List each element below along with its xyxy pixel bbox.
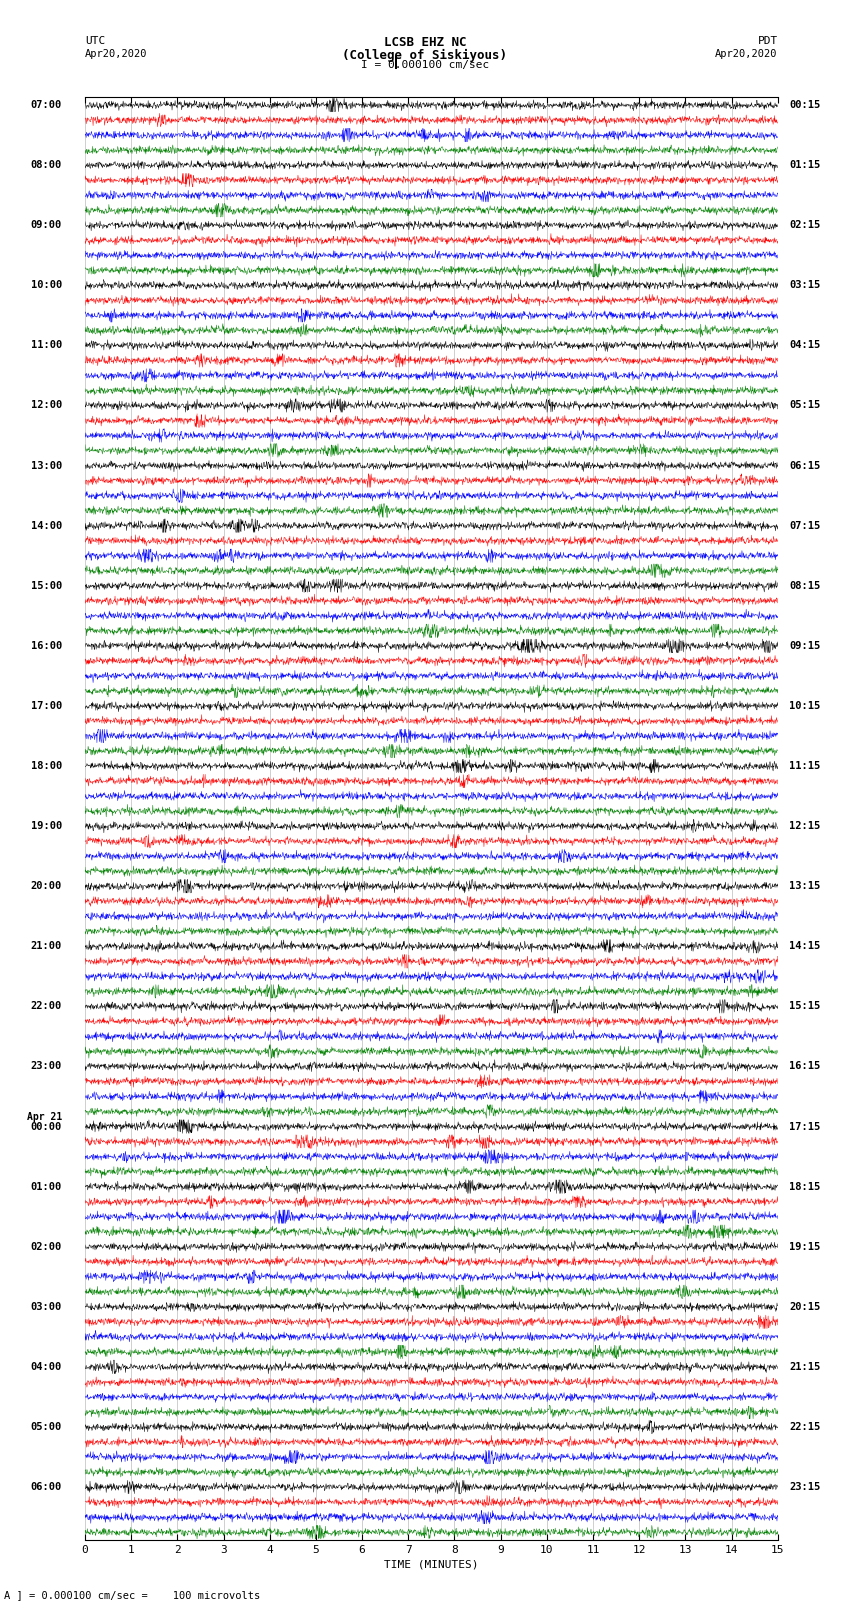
Text: 12:00: 12:00 [31,400,62,410]
Text: 20:15: 20:15 [790,1302,820,1311]
Text: 15:00: 15:00 [31,581,62,590]
Text: Apr20,2020: Apr20,2020 [715,50,778,60]
Text: 01:00: 01:00 [31,1182,62,1192]
Text: A ] = 0.000100 cm/sec =    100 microvolts: A ] = 0.000100 cm/sec = 100 microvolts [4,1590,260,1600]
Text: 14:00: 14:00 [31,521,62,531]
Text: 04:00: 04:00 [31,1361,62,1373]
Text: 07:00: 07:00 [31,100,62,110]
Text: 22:15: 22:15 [790,1423,820,1432]
Text: 16:00: 16:00 [31,640,62,650]
Text: 18:00: 18:00 [31,761,62,771]
Text: Apr20,2020: Apr20,2020 [85,50,148,60]
Text: (College of Siskiyous): (College of Siskiyous) [343,50,507,63]
Text: 13:00: 13:00 [31,461,62,471]
Text: 19:15: 19:15 [790,1242,820,1252]
Text: 23:00: 23:00 [31,1061,62,1071]
Text: 09:15: 09:15 [790,640,820,650]
Text: 15:15: 15:15 [790,1002,820,1011]
Text: UTC: UTC [85,37,105,47]
Text: 13:15: 13:15 [790,881,820,892]
Text: 04:15: 04:15 [790,340,820,350]
Text: 05:00: 05:00 [31,1423,62,1432]
Text: PDT: PDT [757,37,778,47]
Text: 03:00: 03:00 [31,1302,62,1311]
Text: 07:15: 07:15 [790,521,820,531]
Text: I = 0.000100 cm/sec: I = 0.000100 cm/sec [361,60,489,71]
Text: 17:15: 17:15 [790,1121,820,1132]
Text: 16:15: 16:15 [790,1061,820,1071]
Text: 19:00: 19:00 [31,821,62,831]
Text: 08:00: 08:00 [31,160,62,169]
Text: Apr 21: Apr 21 [26,1111,62,1121]
Text: 12:15: 12:15 [790,821,820,831]
Text: 11:15: 11:15 [790,761,820,771]
Text: 02:15: 02:15 [790,221,820,231]
X-axis label: TIME (MINUTES): TIME (MINUTES) [384,1560,479,1569]
Text: 02:00: 02:00 [31,1242,62,1252]
Text: 18:15: 18:15 [790,1182,820,1192]
Text: LCSB EHZ NC: LCSB EHZ NC [383,37,467,50]
Text: 10:00: 10:00 [31,281,62,290]
Text: 10:15: 10:15 [790,702,820,711]
Text: 17:00: 17:00 [31,702,62,711]
Text: 05:15: 05:15 [790,400,820,410]
Text: 00:15: 00:15 [790,100,820,110]
Text: 03:15: 03:15 [790,281,820,290]
Text: 22:00: 22:00 [31,1002,62,1011]
Text: 21:15: 21:15 [790,1361,820,1373]
Text: 00:00: 00:00 [31,1121,62,1132]
Text: 06:00: 06:00 [31,1482,62,1492]
Text: 20:00: 20:00 [31,881,62,892]
Text: 06:15: 06:15 [790,461,820,471]
Text: 21:00: 21:00 [31,942,62,952]
Text: 23:15: 23:15 [790,1482,820,1492]
Text: 08:15: 08:15 [790,581,820,590]
Text: 11:00: 11:00 [31,340,62,350]
Text: 14:15: 14:15 [790,942,820,952]
Text: 01:15: 01:15 [790,160,820,169]
Text: 09:00: 09:00 [31,221,62,231]
